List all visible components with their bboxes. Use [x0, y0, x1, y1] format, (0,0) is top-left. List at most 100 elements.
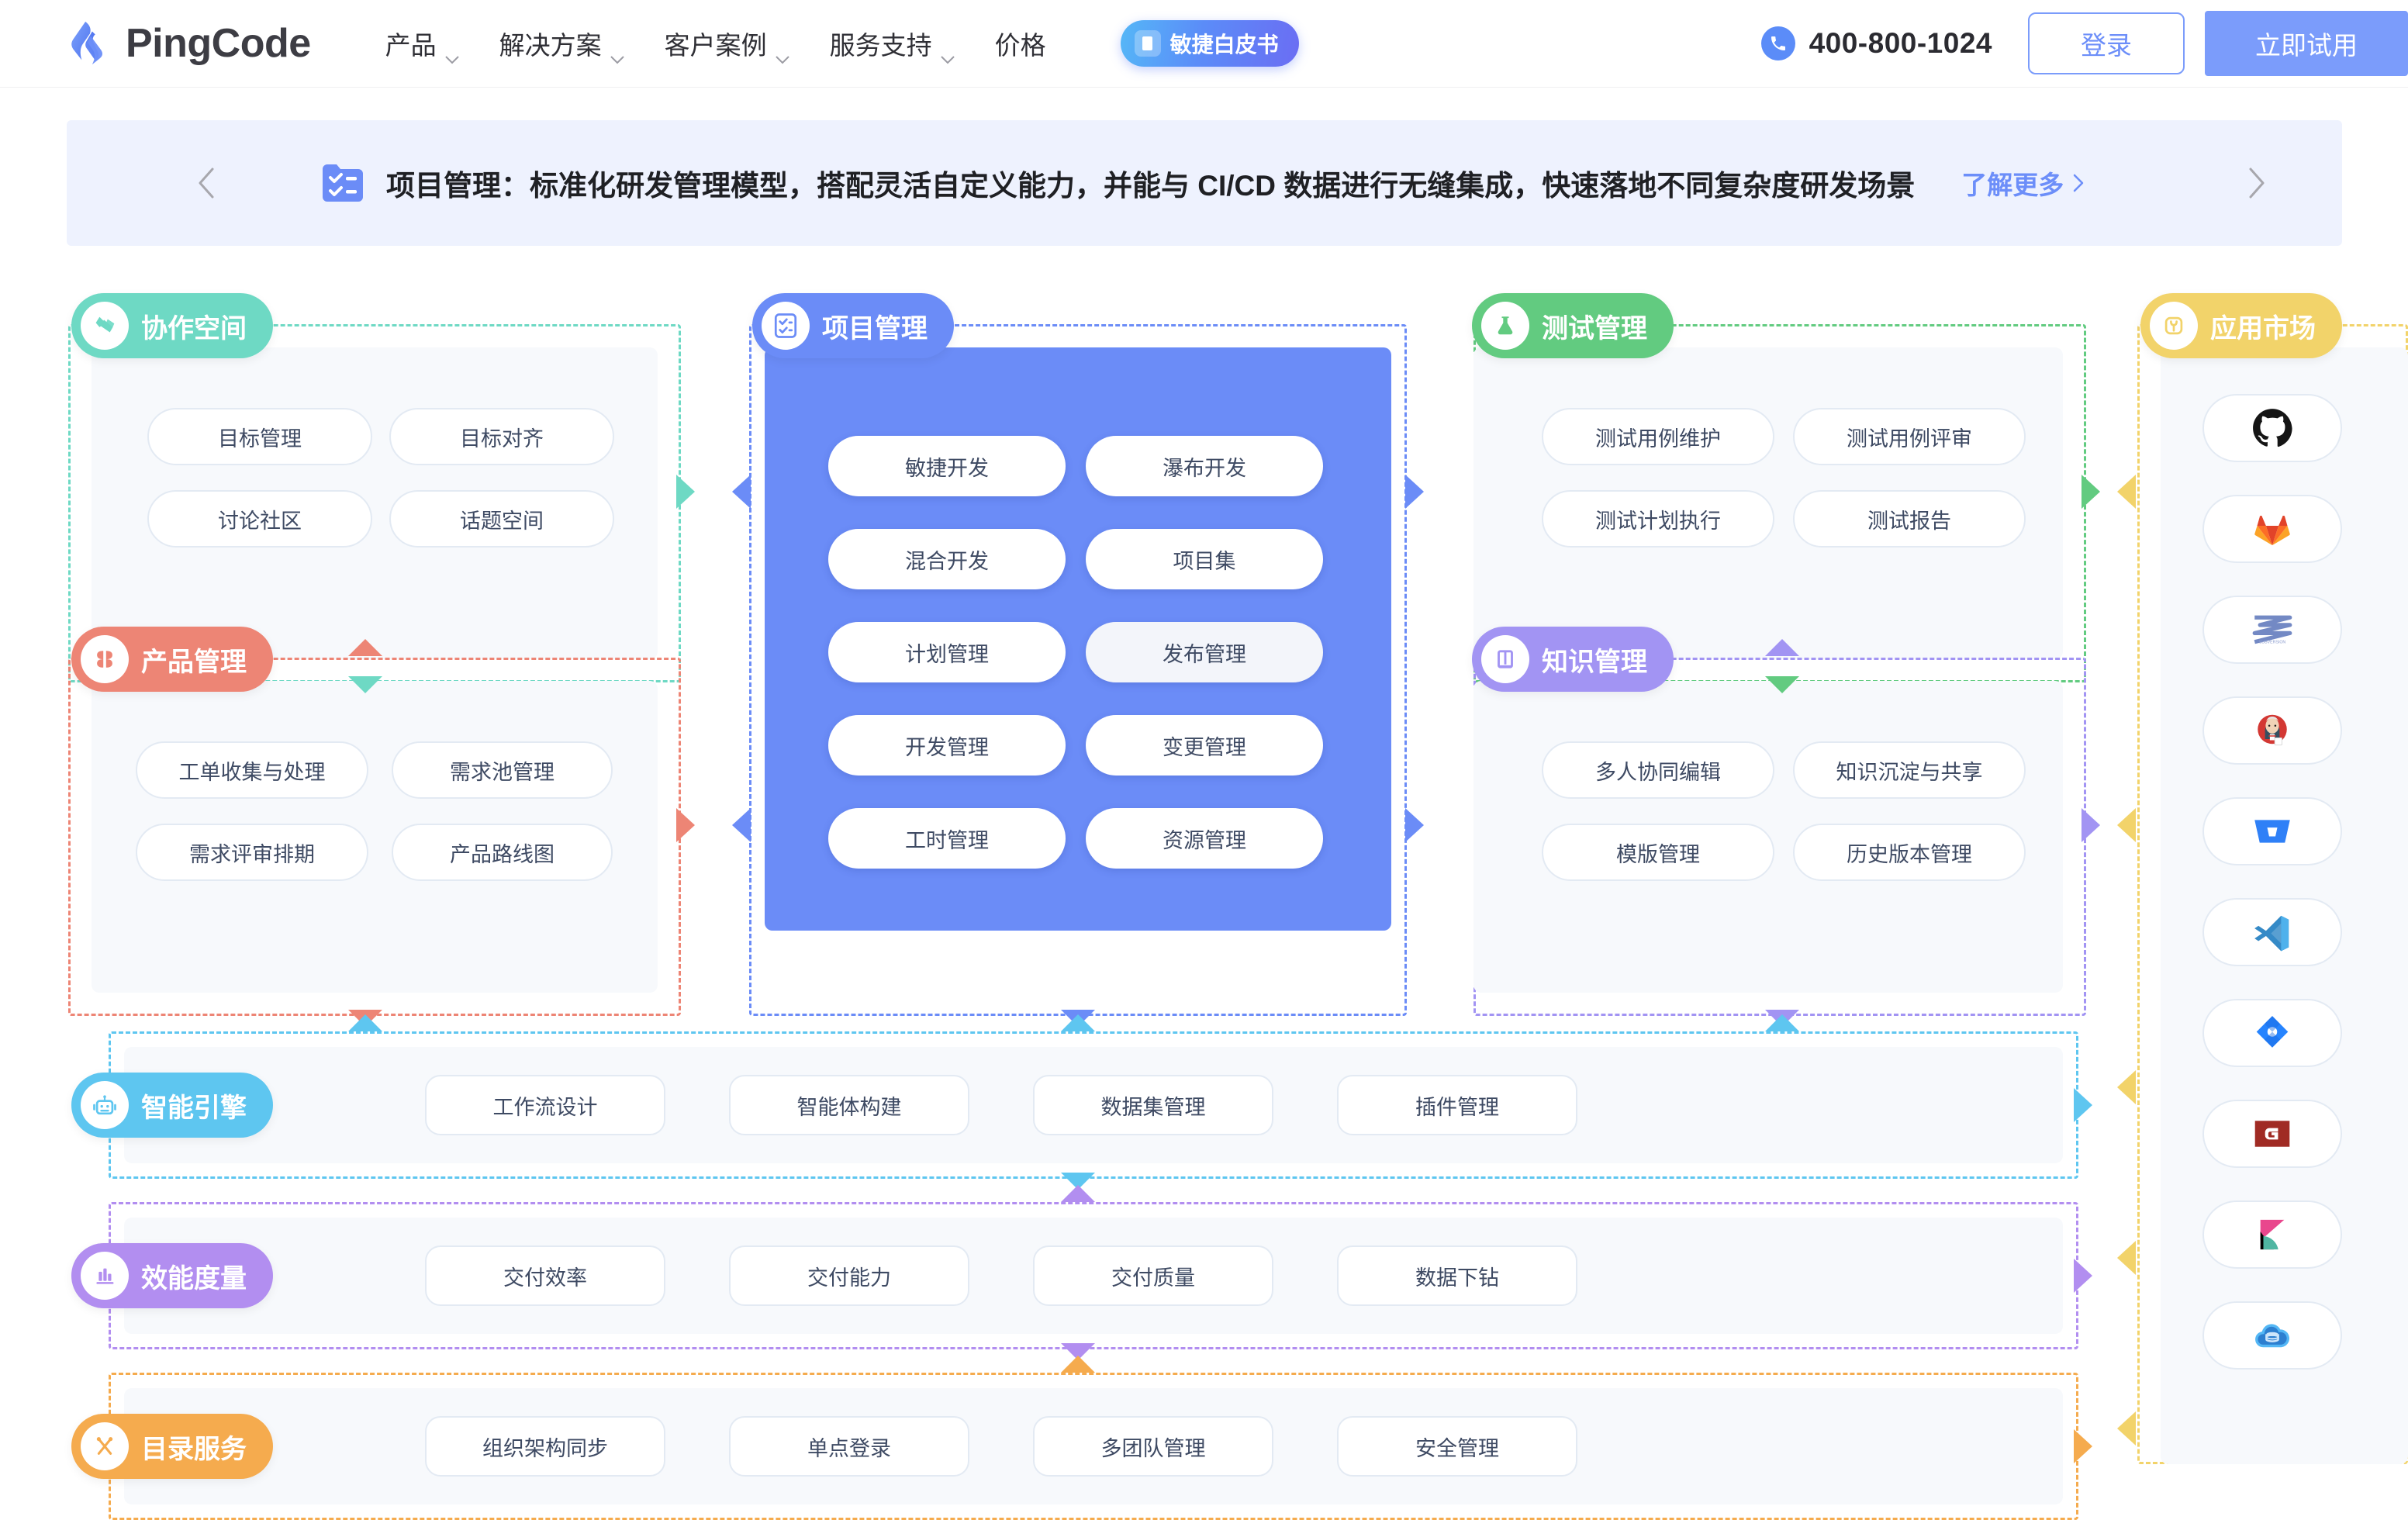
login-button[interactable]: 登录 [2028, 12, 2185, 74]
module-header-project[interactable]: 项目管理 [752, 293, 954, 358]
module-header-knowledge[interactable]: 知识管理 [1472, 627, 1674, 692]
logo[interactable]: PingCode [65, 19, 311, 67]
chip-metrics-2[interactable]: 交付质量 [1033, 1245, 1273, 1306]
module-title: 目录服务 [141, 1434, 247, 1464]
arrow-ai-up-1 [348, 1014, 382, 1031]
arrow-metrics-right [2074, 1259, 2092, 1293]
app-jenkins[interactable] [2202, 696, 2342, 765]
chip-collab-1[interactable]: 目标对齐 [389, 408, 614, 465]
arrow-ai-right [2074, 1088, 2092, 1122]
arrow-project-right-bottom [1405, 808, 1424, 842]
phone-number[interactable]: 400-800-1024 [1809, 27, 1992, 59]
arrow-test-down [1765, 676, 1799, 693]
nav-item-products[interactable]: 产品 [385, 25, 459, 64]
chip-ai-2[interactable]: 数据集管理 [1033, 1075, 1273, 1135]
handshake-icon [81, 302, 129, 350]
module-header-product[interactable]: 产品管理 [71, 627, 273, 692]
svg-text:SUBVERSION: SUBVERSION [2259, 641, 2286, 645]
chip-project-4[interactable]: 计划管理 [828, 622, 1066, 682]
arrow-product-up [348, 639, 382, 656]
chip-knowledge-2[interactable]: 模版管理 [1542, 824, 1774, 881]
arrow-directory-right [2074, 1429, 2092, 1463]
nav-label: 解决方案 [499, 31, 602, 60]
nav-label: 客户案例 [664, 31, 767, 60]
module-header-ai[interactable]: 智能引擎 [71, 1073, 273, 1138]
chip-directory-3[interactable]: 安全管理 [1337, 1416, 1577, 1477]
chip-project-7[interactable]: 变更管理 [1086, 715, 1323, 776]
chip-test-3[interactable]: 测试报告 [1793, 490, 2026, 548]
arrow-test-right [2082, 475, 2100, 509]
chip-project-3[interactable]: 项目集 [1086, 529, 1323, 589]
chip-metrics-3[interactable]: 数据下钻 [1337, 1245, 1577, 1306]
book-icon [1134, 30, 1161, 57]
arrow-appmarket-left-1 [2117, 475, 2136, 509]
chip-product-1[interactable]: 需求池管理 [392, 741, 613, 799]
nav-label: 价格 [994, 31, 1046, 60]
app-gitlab[interactable] [2202, 495, 2342, 563]
banner-content: 项目管理：标准化研发管理模型，搭配灵活自定义能力，并能与 CI/CD 数据进行无… [318, 158, 2084, 208]
chip-product-0[interactable]: 工单收集与处理 [136, 741, 368, 799]
chip-ai-0[interactable]: 工作流设计 [425, 1075, 665, 1135]
app-cloud-database[interactable] [2202, 1301, 2342, 1370]
chip-product-2[interactable]: 需求评审排期 [136, 824, 368, 881]
chip-directory-1[interactable]: 单点登录 [729, 1416, 969, 1477]
nav-item-solutions[interactable]: 解决方案 [499, 25, 624, 64]
nav-item-customer-cases[interactable]: 客户案例 [664, 25, 789, 64]
arrow-knowledge-up [1765, 639, 1799, 656]
chip-test-1[interactable]: 测试用例评审 [1793, 408, 2026, 465]
metrics-chart-icon [81, 1252, 129, 1300]
chip-project-2[interactable]: 混合开发 [828, 529, 1066, 589]
module-header-appmarket[interactable]: 应用市场 [2140, 293, 2342, 358]
chip-ai-3[interactable]: 插件管理 [1337, 1075, 1577, 1135]
chip-metrics-0[interactable]: 交付效率 [425, 1245, 665, 1306]
app-github[interactable] [2202, 394, 2342, 462]
chip-directory-2[interactable]: 多团队管理 [1033, 1416, 1273, 1477]
chip-project-5[interactable]: 发布管理 [1086, 622, 1323, 682]
app-gitee[interactable] [2202, 1100, 2342, 1168]
chip-project-6[interactable]: 开发管理 [828, 715, 1066, 776]
arrow-metrics-up [1061, 1185, 1095, 1202]
nav-item-support[interactable]: 服务支持 [829, 25, 955, 64]
chip-knowledge-0[interactable]: 多人协同编辑 [1542, 741, 1774, 799]
module-header-metrics[interactable]: 效能度量 [71, 1243, 273, 1308]
module-header-directory[interactable]: 目录服务 [71, 1414, 273, 1479]
chip-project-8[interactable]: 工时管理 [828, 808, 1066, 869]
chip-knowledge-3[interactable]: 历史版本管理 [1793, 824, 2026, 881]
banner-next-button[interactable] [2234, 160, 2280, 206]
app-kibana[interactable] [2202, 1200, 2342, 1269]
chip-collab-0[interactable]: 目标管理 [147, 408, 372, 465]
chip-product-3[interactable]: 产品路线图 [392, 824, 613, 881]
chip-metrics-1[interactable]: 交付能力 [729, 1245, 969, 1306]
chip-project-9[interactable]: 资源管理 [1086, 808, 1323, 869]
chip-directory-0[interactable]: 组织架构同步 [425, 1416, 665, 1477]
app-vscode[interactable] [2202, 898, 2342, 966]
arrow-collab-right [676, 475, 695, 509]
chip-project-1[interactable]: 瀑布开发 [1086, 436, 1323, 496]
chip-ai-1[interactable]: 智能体构建 [729, 1075, 969, 1135]
app-jira[interactable] [2202, 999, 2342, 1067]
app-market-icon [2150, 302, 2198, 350]
app-subversion[interactable]: SUBVERSION [2202, 596, 2342, 664]
module-title: 协作空间 [141, 313, 247, 344]
module-header-collab[interactable]: 协作空间 [71, 293, 273, 358]
chip-collab-2[interactable]: 讨论社区 [147, 490, 372, 548]
chip-collab-3[interactable]: 话题空间 [389, 490, 614, 548]
flask-icon [1481, 302, 1529, 350]
free-trial-button[interactable]: 立即试用 [2205, 11, 2408, 76]
banner-learn-more-link[interactable]: 了解更多 [1961, 164, 2084, 202]
module-title: 产品管理 [141, 647, 247, 677]
chip-test-0[interactable]: 测试用例维护 [1542, 408, 1774, 465]
module-header-test[interactable]: 测试管理 [1472, 293, 1674, 358]
chip-knowledge-1[interactable]: 知识沉淀与共享 [1793, 741, 2026, 799]
arrow-product-right [676, 808, 695, 842]
chevron-down-icon [444, 41, 459, 64]
nav-label: 服务支持 [829, 31, 932, 60]
app-bitbucket[interactable] [2202, 797, 2342, 865]
chevron-down-icon [940, 41, 955, 64]
banner-prev-button[interactable] [183, 160, 230, 206]
chip-project-0[interactable]: 敏捷开发 [828, 436, 1066, 496]
chip-test-2[interactable]: 测试计划执行 [1542, 490, 1774, 548]
pingcode-logo-icon [65, 19, 113, 67]
nav-item-pricing[interactable]: 价格 [995, 25, 1046, 62]
agile-whitepaper-button[interactable]: 敏捷白皮书 [1120, 20, 1299, 67]
